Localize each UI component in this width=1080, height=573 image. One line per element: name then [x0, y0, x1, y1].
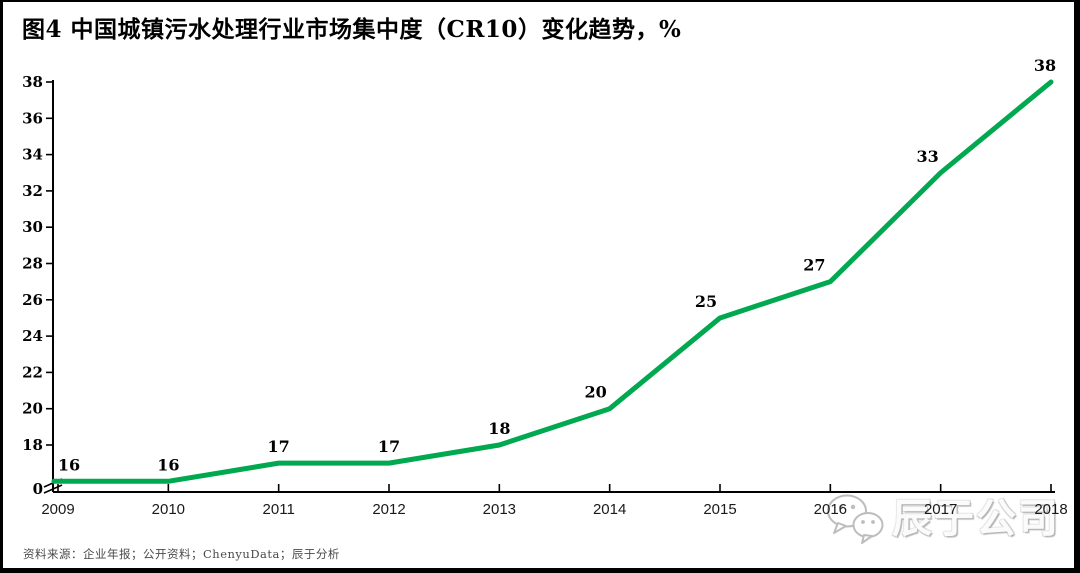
y-tick-label: 30 [22, 218, 43, 236]
y-tick-label: 36 [22, 109, 43, 127]
data-label: 20 [585, 383, 607, 402]
x-tick-label: 2018 [1034, 501, 1067, 518]
data-label: 16 [58, 455, 80, 474]
y-tick-label: 20 [22, 400, 43, 418]
data-label: 25 [695, 292, 717, 311]
y-tick-label: 24 [22, 327, 43, 345]
watermark: 辰于公司 [824, 492, 1060, 546]
x-tick-label: 2009 [41, 501, 74, 518]
y-tick-label: 22 [22, 363, 43, 381]
watermark-brand-text: 辰于公司 [892, 496, 1060, 542]
y-tick-label: 18 [22, 436, 43, 454]
wechat-icon [827, 494, 884, 544]
data-label: 17 [378, 437, 400, 456]
axis-break-mark [43, 484, 63, 494]
x-tick-label: 2016 [814, 501, 847, 518]
data-label: 18 [488, 419, 510, 438]
x-tick-label: 2012 [372, 501, 405, 518]
data-label: 27 [803, 256, 825, 275]
chart-title: 图4 中国城镇污水处理行业市场集中度（CR10）变化趋势，% [22, 16, 682, 43]
x-tick-label: 2017 [924, 501, 957, 518]
data-label: 38 [1034, 56, 1056, 75]
y-tick-label: 28 [22, 255, 43, 273]
y-tick-label: 32 [22, 182, 43, 200]
y-tick-label: 34 [22, 146, 43, 164]
x-tick-label: 2014 [593, 501, 626, 518]
x-tick-label: 2013 [483, 501, 516, 518]
x-tick-label: 2010 [152, 501, 185, 518]
y-tick-label: 0 [33, 480, 43, 498]
data-label: 17 [268, 437, 290, 456]
x-tick-label: 2011 [263, 501, 295, 518]
data-label: 16 [157, 455, 179, 474]
data-label: 33 [917, 147, 939, 166]
y-tick-label: 26 [22, 291, 43, 309]
trend-line [51, 79, 1054, 484]
y-tick-label: 38 [22, 73, 43, 91]
source-note: 资料来源：企业年报；公开资料；ChenyuData；辰于分析 [23, 547, 340, 561]
cr10-trend-line-chart: 0 18 20 22 24 26 28 30 32 34 36 38 2009 2010 2011 2012 2… [22, 56, 1068, 518]
x-tick-label: 2015 [703, 501, 736, 518]
